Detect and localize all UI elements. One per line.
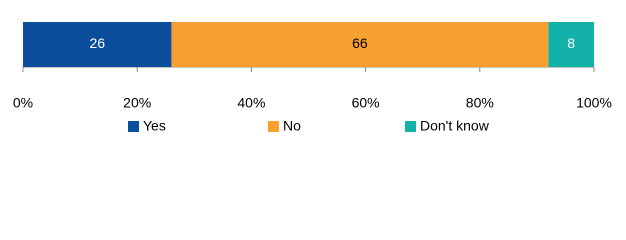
legend-label: Don't know [420,118,490,134]
x-tick-label: 100% [576,95,612,111]
data-label: 8 [567,35,575,51]
legend-swatch [405,121,416,132]
x-tick-label: 60% [352,95,380,111]
legend-label: Yes [143,118,166,134]
legend-label: No [283,118,301,134]
bar-segment [548,22,594,67]
x-tick-label: 80% [466,95,494,111]
data-label: 66 [352,35,368,51]
bar-segment [171,22,549,67]
data-label: 26 [89,35,105,51]
chart: 0% 20% 40% 60% 80% 100% 26 66 8 Yes No Don't know [13,22,612,134]
x-tick-label: 20% [123,95,151,111]
legend-swatch [128,121,139,132]
legend-swatch [268,121,279,132]
bar-segment [23,22,172,67]
x-tick-label: 40% [237,95,265,111]
x-tick-label: 0% [13,95,33,111]
